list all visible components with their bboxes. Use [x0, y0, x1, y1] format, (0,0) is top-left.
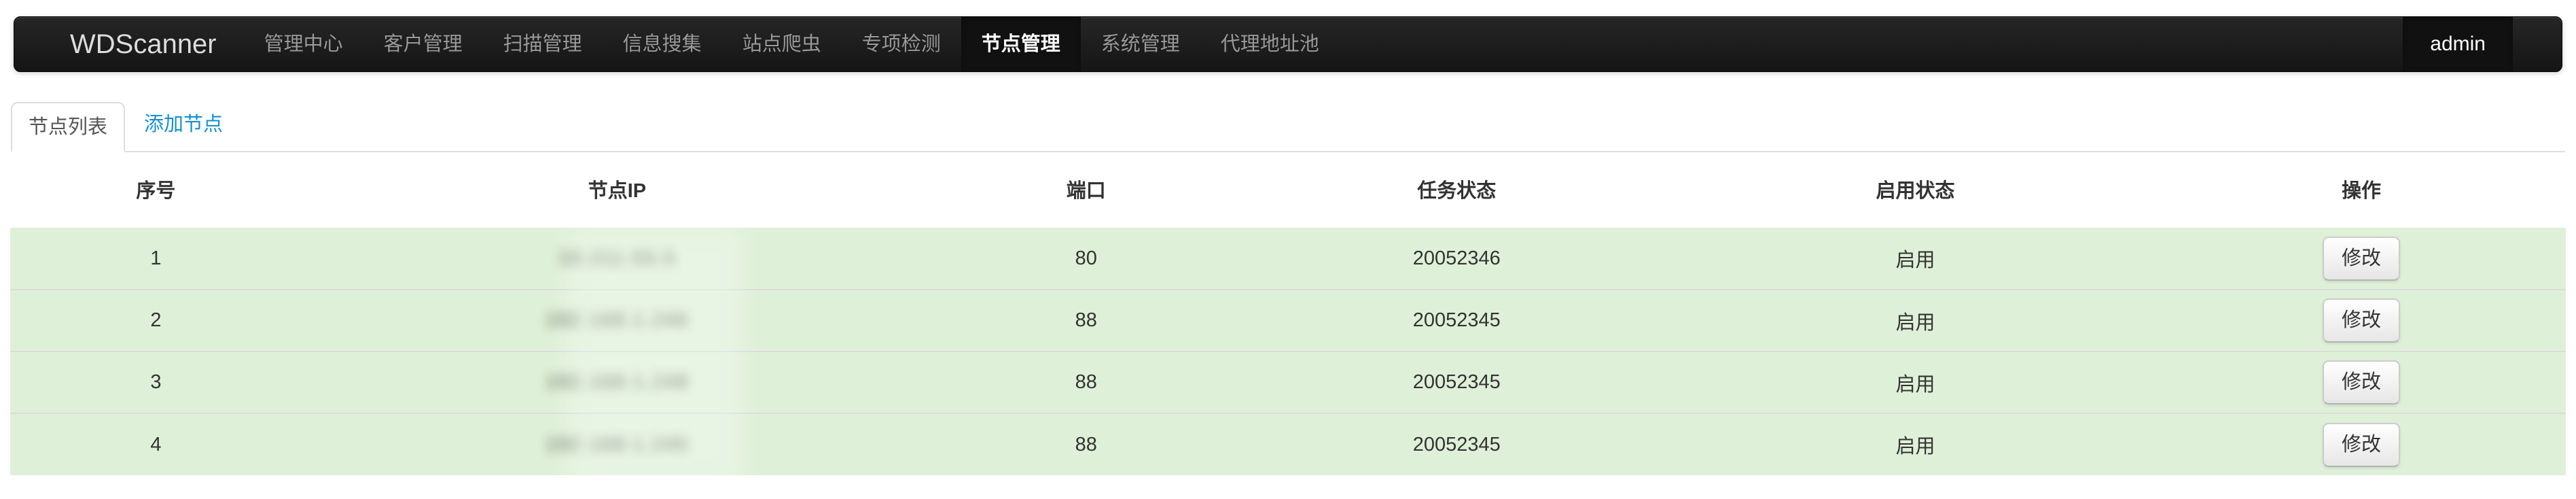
- cell-port: 88: [933, 351, 1240, 413]
- cell-node-ip: 192.168.1.246: [301, 289, 933, 351]
- cell-actions: 修改: [2157, 351, 2566, 413]
- col-header-enable-status: 启用状态: [1674, 154, 2158, 228]
- edit-button[interactable]: 修改: [2323, 360, 2401, 405]
- cell-enable-status: 启用: [1674, 228, 2158, 290]
- cell-index: 4: [10, 413, 302, 475]
- table-row: 3 192.168.1.248 88 20052345 启用 修改: [10, 351, 2566, 413]
- cell-index: 3: [10, 351, 302, 413]
- redacted-ip-text: 10.211.55.5: [558, 247, 676, 269]
- navbar: WDScanner 管理中心 客户管理 扫描管理 信息搜集 站点爬虫 专项检测 …: [14, 16, 2562, 72]
- nav-item-admin-center[interactable]: 管理中心: [264, 33, 343, 55]
- cell-enable-status: 启用: [1674, 351, 2158, 413]
- nav-item-node-mgmt[interactable]: 节点管理: [961, 17, 1081, 71]
- col-header-task-status: 任务状态: [1239, 154, 1675, 228]
- cell-task-status: 20052345: [1239, 351, 1675, 413]
- col-header-node-ip: 节点IP: [301, 154, 933, 228]
- cell-task-status: 20052346: [1239, 228, 1675, 290]
- col-header-port: 端口: [933, 154, 1240, 228]
- cell-enable-status: 启用: [1674, 413, 2158, 475]
- col-header-index: 序号: [10, 154, 302, 228]
- user-menu-admin[interactable]: admin: [2403, 17, 2513, 71]
- node-table: 序号 节点IP 端口 任务状态 启用状态 操作 1 10.211.55.5 80…: [10, 154, 2566, 475]
- main-nav: 管理中心 客户管理 扫描管理 信息搜集 站点爬虫 专项检测 节点管理 系统管理 …: [244, 17, 1340, 71]
- brand-logo[interactable]: WDScanner: [70, 29, 217, 59]
- cell-node-ip: 192.168.1.248: [301, 351, 933, 413]
- cell-actions: 修改: [2157, 413, 2566, 475]
- cell-enable-status: 启用: [1674, 289, 2158, 351]
- cell-index: 2: [10, 289, 302, 351]
- table-header-row: 序号 节点IP 端口 任务状态 启用状态 操作: [10, 154, 2566, 228]
- node-table-container: 序号 节点IP 端口 任务状态 启用状态 操作 1 10.211.55.5 80…: [10, 154, 2566, 482]
- redacted-ip-text: 192.168.1.245: [545, 433, 690, 455]
- cell-port: 80: [933, 228, 1240, 290]
- tab-add-node[interactable]: 添加节点: [144, 114, 223, 135]
- cell-actions: 修改: [2157, 228, 2566, 290]
- redacted-ip-text: 192.168.1.248: [545, 371, 690, 393]
- table-row: 4 192.168.1.245 88 20052345 启用 修改: [10, 413, 2566, 475]
- cell-node-ip: 10.211.55.5: [301, 228, 933, 290]
- redacted-ip-text: 192.168.1.246: [545, 309, 690, 331]
- edit-button[interactable]: 修改: [2323, 236, 2401, 281]
- cell-port: 88: [933, 289, 1240, 351]
- cell-task-status: 20052345: [1239, 289, 1675, 351]
- nav-item-scan-mgmt[interactable]: 扫描管理: [503, 33, 582, 55]
- cell-index: 1: [10, 228, 302, 290]
- cell-port: 88: [933, 413, 1240, 475]
- edit-button[interactable]: 修改: [2323, 422, 2401, 467]
- table-row: 2 192.168.1.246 88 20052345 启用 修改: [10, 289, 2566, 351]
- tab-bar: 节点列表 添加节点: [11, 102, 2565, 152]
- cell-node-ip: 192.168.1.245: [301, 413, 933, 475]
- nav-item-special-detection[interactable]: 专项检测: [861, 33, 941, 55]
- cell-task-status: 20052345: [1239, 413, 1675, 475]
- nav-item-site-crawler[interactable]: 站点爬虫: [742, 33, 821, 55]
- tab-node-list[interactable]: 节点列表: [11, 102, 126, 152]
- edit-button[interactable]: 修改: [2323, 298, 2401, 343]
- navbar-spacer: [1340, 17, 2403, 71]
- nav-item-customer-mgmt[interactable]: 客户管理: [383, 33, 463, 55]
- cell-actions: 修改: [2157, 289, 2566, 351]
- col-header-actions: 操作: [2157, 154, 2566, 228]
- nav-item-info-gathering[interactable]: 信息搜集: [622, 33, 702, 55]
- nav-item-proxy-pool[interactable]: 代理地址池: [1220, 33, 1319, 55]
- nav-item-system-mgmt[interactable]: 系统管理: [1101, 33, 1180, 55]
- table-row: 1 10.211.55.5 80 20052346 启用 修改: [10, 228, 2566, 290]
